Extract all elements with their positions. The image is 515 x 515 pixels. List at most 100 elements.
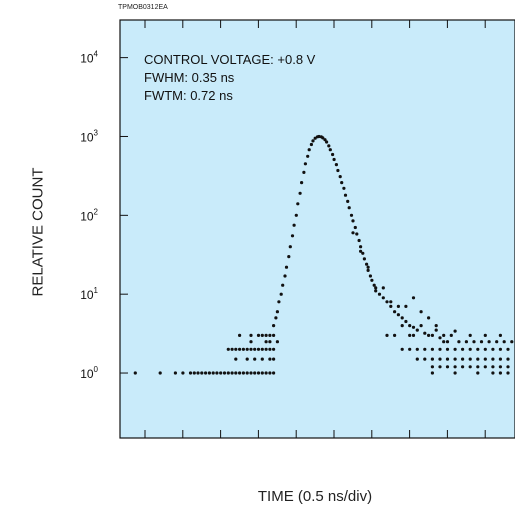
data-point	[281, 283, 285, 287]
data-point	[249, 333, 253, 337]
y-tick-label: 100	[80, 365, 98, 381]
annotation-fwhm: FWHM: 0.35 ns	[144, 70, 235, 85]
data-point	[234, 357, 238, 361]
data-point	[498, 371, 502, 375]
y-tick-label: 101	[80, 286, 98, 302]
data-point	[434, 324, 438, 328]
y-tick-label: 104	[80, 50, 98, 66]
data-point	[332, 157, 336, 162]
data-point	[374, 286, 378, 290]
data-point	[288, 245, 292, 249]
data-point	[275, 310, 279, 314]
data-point	[408, 333, 412, 337]
data-point	[453, 365, 457, 369]
data-point	[272, 347, 276, 351]
y-tick-exponent: 4	[94, 50, 99, 59]
data-point	[438, 336, 442, 340]
data-point	[277, 300, 281, 304]
data-point	[241, 347, 245, 351]
data-point	[325, 140, 329, 144]
data-point	[479, 340, 484, 344]
annotation-control-voltage: CONTROL VOLTAGE: +0.8 V	[144, 52, 316, 67]
data-point	[238, 371, 242, 375]
data-point	[419, 324, 423, 328]
data-point	[222, 371, 227, 375]
data-point	[349, 213, 354, 217]
data-point	[445, 340, 450, 344]
data-point	[328, 148, 332, 152]
plot-frame	[119, 19, 515, 439]
data-point	[204, 371, 208, 375]
data-point	[487, 340, 491, 344]
data-point	[256, 347, 261, 351]
data-point	[302, 170, 306, 174]
data-point	[491, 357, 495, 361]
data-point	[249, 340, 253, 344]
data-point	[275, 340, 279, 344]
data-point	[268, 371, 272, 375]
data-point	[313, 136, 317, 140]
data-point	[389, 300, 393, 304]
data-point	[260, 347, 264, 351]
data-point	[442, 333, 446, 337]
data-point	[272, 371, 276, 375]
data-point	[468, 357, 472, 361]
data-point	[338, 175, 342, 179]
data-point	[400, 347, 404, 351]
data-point	[491, 371, 495, 375]
data-point	[385, 300, 389, 304]
data-point	[238, 347, 242, 351]
data-point	[468, 347, 472, 351]
data-point	[353, 225, 357, 230]
data-point	[476, 371, 480, 375]
data-point	[343, 193, 348, 197]
data-point	[264, 333, 268, 337]
data-point	[207, 371, 211, 375]
data-point	[368, 274, 372, 278]
data-point	[268, 357, 272, 361]
data-point	[404, 319, 408, 324]
data-point	[351, 231, 355, 235]
data-point	[381, 286, 385, 290]
data-point	[427, 333, 431, 337]
data-point	[279, 292, 283, 296]
data-point	[495, 340, 499, 344]
data-point	[311, 139, 315, 143]
data-point	[453, 347, 457, 351]
data-point	[133, 371, 137, 375]
x-axis-ticks	[144, 20, 486, 438]
data-point	[274, 316, 278, 320]
data-point	[445, 357, 450, 361]
data-point	[464, 340, 468, 344]
data-point	[377, 292, 382, 296]
data-point	[498, 333, 502, 337]
data-point	[472, 340, 476, 344]
data-point	[234, 347, 238, 351]
data-point	[491, 365, 495, 369]
data-point	[400, 324, 404, 328]
data-point	[453, 357, 457, 361]
data-point	[211, 371, 215, 375]
data-point	[272, 333, 276, 337]
data-point	[226, 371, 230, 375]
data-point	[400, 316, 404, 320]
y-tick-label: 103	[80, 128, 98, 144]
data-point	[296, 202, 300, 206]
data-point	[359, 245, 363, 249]
data-point	[385, 333, 389, 337]
data-point	[234, 371, 238, 375]
data-point	[264, 340, 268, 344]
data-point	[372, 283, 376, 287]
data-point	[498, 347, 502, 351]
data-point	[292, 223, 296, 227]
data-point	[264, 371, 268, 375]
data-point	[264, 347, 268, 351]
data-point	[510, 340, 514, 344]
data-point	[411, 333, 416, 337]
data-point	[506, 365, 510, 369]
y-tick-exponent: 1	[94, 286, 99, 295]
data-point	[430, 357, 434, 361]
data-point	[256, 371, 261, 375]
data-point	[430, 333, 434, 337]
data-point	[483, 357, 487, 361]
